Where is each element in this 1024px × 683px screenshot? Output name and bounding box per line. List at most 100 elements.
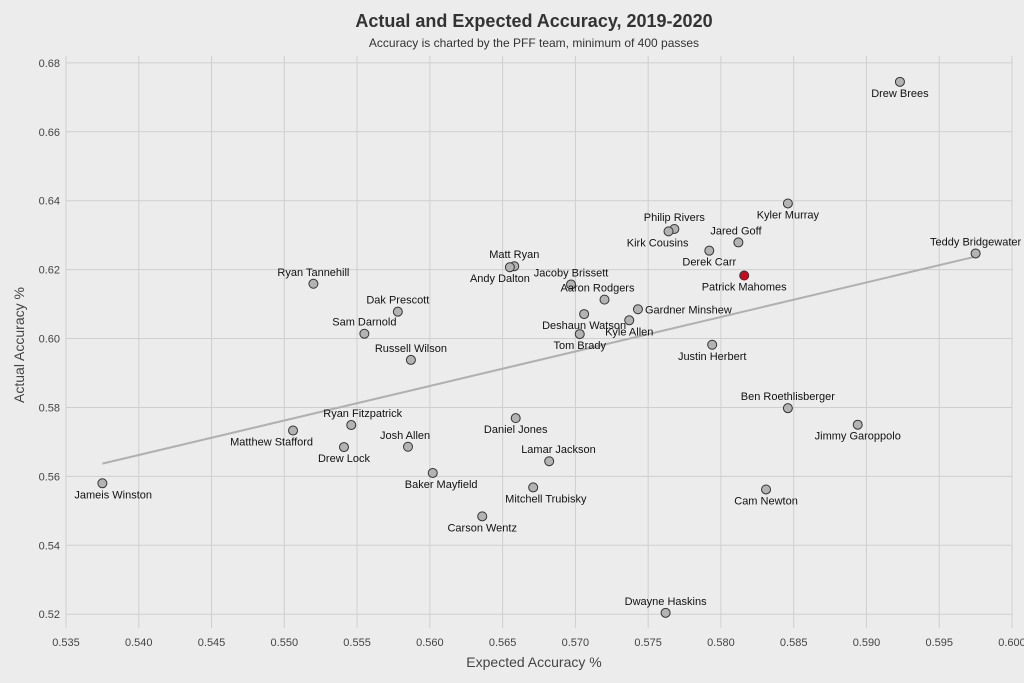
- point-tom-brady: [574, 329, 585, 340]
- y-tick-label: 0.68: [39, 58, 60, 70]
- y-tick-label: 0.62: [39, 265, 60, 277]
- label-dak-prescott: Dak Prescott: [366, 295, 429, 307]
- label-derek-carr: Derek Carr: [682, 257, 736, 269]
- x-tick-label: 0.580: [707, 637, 735, 649]
- label-drew-lock: Drew Lock: [318, 453, 370, 465]
- point-josh-allen: [403, 441, 414, 452]
- point-deshaun-watson: [579, 309, 590, 320]
- y-axis-label: Actual Accuracy %: [11, 287, 27, 403]
- point-drew-lock: [338, 442, 349, 453]
- label-lamar-jackson: Lamar Jackson: [521, 444, 596, 456]
- label-sam-darnold: Sam Darnold: [332, 317, 396, 329]
- x-tick-label: 0.535: [52, 637, 80, 649]
- x-tick-label: 0.550: [271, 637, 299, 649]
- point-kyle-allen: [624, 315, 635, 326]
- label-matthew-stafford: Matthew Stafford: [230, 437, 313, 449]
- x-tick-label: 0.570: [562, 637, 590, 649]
- point-mitchell-trubisky: [528, 482, 539, 493]
- point-drew-brees: [894, 76, 905, 87]
- data-points: [97, 76, 981, 618]
- x-tick-label: 0.585: [780, 637, 808, 649]
- point-ryan-fitzpatrick: [346, 420, 357, 431]
- label-ryan-fitzpatrick: Ryan Fitzpatrick: [323, 408, 402, 420]
- label-deshaun-watson: Deshaun Watson: [542, 320, 626, 332]
- label-kyle-allen: Kyle Allen: [605, 326, 653, 338]
- y-tick-label: 0.66: [39, 127, 60, 139]
- label-josh-allen: Josh Allen: [380, 430, 430, 442]
- point-aaron-rodgers: [599, 294, 610, 305]
- label-dwayne-haskins: Dwayne Haskins: [625, 596, 707, 608]
- label-andy-dalton: Andy Dalton: [470, 273, 530, 285]
- label-cam-newton: Cam Newton: [734, 495, 798, 507]
- point-baker-mayfield: [427, 467, 438, 478]
- label-drew-brees: Drew Brees: [871, 88, 929, 100]
- label-kirk-cousins: Kirk Cousins: [627, 237, 689, 249]
- label-teddy-bridgewater: Teddy Bridgewater: [930, 236, 1021, 248]
- x-tick-label: 0.590: [853, 637, 881, 649]
- point-dak-prescott: [392, 306, 403, 317]
- label-mitchell-trubisky: Mitchell Trubisky: [505, 493, 587, 505]
- label-kyler-murray: Kyler Murray: [757, 209, 820, 221]
- point-daniel-jones: [510, 413, 521, 424]
- x-tick-label: 0.555: [343, 637, 371, 649]
- label-justin-herbert: Justin Herbert: [678, 351, 746, 363]
- y-tick-label: 0.54: [39, 540, 60, 552]
- point-carson-wentz: [477, 511, 488, 522]
- y-tick-label: 0.56: [39, 471, 60, 483]
- point-kirk-cousins: [663, 226, 674, 237]
- point-jared-goff: [733, 237, 744, 248]
- trend-line: [102, 255, 976, 465]
- grid: [65, 56, 1013, 628]
- label-daniel-jones: Daniel Jones: [484, 424, 548, 436]
- x-tick-label: 0.565: [489, 637, 517, 649]
- point-justin-herbert: [707, 339, 718, 350]
- label-jacoby-brissett: Jacoby Brissett: [534, 267, 609, 279]
- point-matthew-stafford: [288, 425, 299, 436]
- point-labels: Drew Brees Kyler Murray Teddy Bridgewater P…: [74, 88, 1021, 608]
- point-ryan-tannehill: [308, 278, 319, 289]
- label-matt-ryan: Matt Ryan: [489, 249, 539, 261]
- label-ben-roethlisberger: Ben Roethlisberger: [741, 391, 836, 403]
- label-gardner-minshew: Gardner Minshew: [645, 304, 732, 316]
- point-kyler-murray: [782, 198, 793, 209]
- x-tick-label: 0.575: [634, 637, 662, 649]
- point-lamar-jackson: [544, 456, 555, 467]
- x-tick-label: 0.540: [125, 637, 153, 649]
- point-teddy-bridgewater: [970, 248, 981, 259]
- label-carson-wentz: Carson Wentz: [447, 522, 517, 534]
- point-dwayne-haskins: [660, 607, 671, 618]
- point-cam-newton: [761, 484, 772, 495]
- x-tick-label: 0.600: [998, 637, 1024, 649]
- chart-subtitle: Accuracy is charted by the PFF team, min…: [369, 36, 699, 50]
- y-tick-label: 0.52: [39, 609, 60, 621]
- point-jacoby-brissett: [566, 279, 577, 290]
- y-tick-label: 0.58: [39, 402, 60, 414]
- y-tick-label: 0.64: [39, 196, 60, 208]
- axis-ticks: 0.535 0.540 0.545 0.550 0.555 0.560 0.565 0.570…: [39, 58, 1024, 649]
- x-tick-label: 0.595: [925, 637, 953, 649]
- x-axis-label: Expected Accuracy %: [466, 654, 601, 670]
- point-andy-dalton: [504, 262, 515, 273]
- point-russell-wilson: [405, 354, 416, 365]
- label-russell-wilson: Russell Wilson: [375, 343, 447, 355]
- label-tom-brady: Tom Brady: [553, 340, 606, 352]
- y-tick-label: 0.60: [39, 334, 60, 346]
- label-jimmy-garoppolo: Jimmy Garoppolo: [815, 431, 901, 443]
- label-jameis-winston: Jameis Winston: [74, 489, 152, 501]
- x-tick-label: 0.560: [416, 637, 444, 649]
- point-ben-roethlisberger: [782, 403, 793, 414]
- point-jimmy-garoppolo: [852, 419, 863, 430]
- chart-title: Actual and Expected Accuracy, 2019-2020: [355, 11, 712, 31]
- label-ryan-tannehill: Ryan Tannehill: [277, 267, 349, 279]
- point-sam-darnold: [359, 328, 370, 339]
- label-aaron-rodgers: Aaron Rodgers: [560, 283, 634, 295]
- label-patrick-mahomes: Patrick Mahomes: [702, 281, 787, 293]
- point-gardner-minshew: [632, 304, 643, 315]
- label-baker-mayfield: Baker Mayfield: [405, 479, 478, 491]
- point-jameis-winston: [97, 478, 108, 489]
- label-jared-goff: Jared Goff: [710, 225, 762, 237]
- point-patrick-mahomes: [739, 270, 750, 281]
- point-derek-carr: [704, 245, 715, 256]
- label-philip-rivers: Philip Rivers: [644, 212, 706, 224]
